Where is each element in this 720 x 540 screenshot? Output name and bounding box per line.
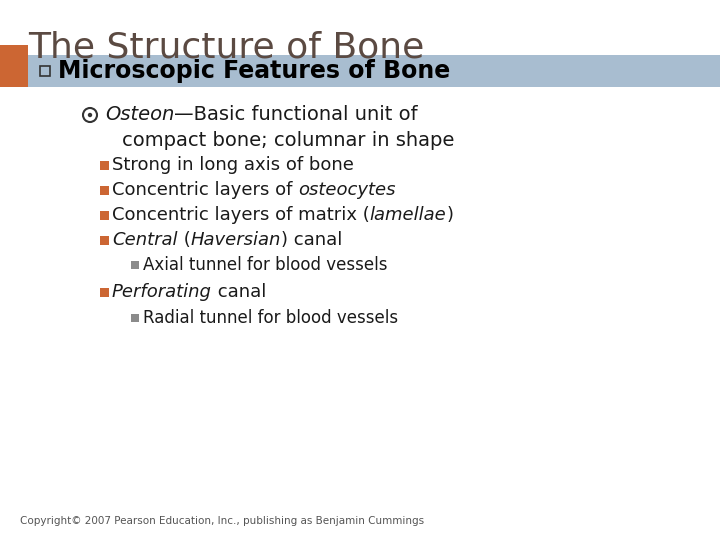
Text: Osteon: Osteon <box>105 105 174 125</box>
Text: compact bone; columnar in shape: compact bone; columnar in shape <box>122 131 454 150</box>
Bar <box>99 211 109 219</box>
Text: Haversian: Haversian <box>190 231 281 249</box>
Circle shape <box>89 113 91 117</box>
Text: Perforating: Perforating <box>112 283 212 301</box>
Text: ) canal: ) canal <box>281 231 342 249</box>
Text: The Structure of Bone: The Structure of Bone <box>28 30 424 64</box>
Text: Microscopic Features of Bone: Microscopic Features of Bone <box>58 59 450 83</box>
Text: lamellae: lamellae <box>370 206 446 224</box>
Text: Concentric layers of: Concentric layers of <box>112 181 298 199</box>
Text: (: ( <box>178 231 190 249</box>
Text: ): ) <box>446 206 454 224</box>
Bar <box>0 55 720 87</box>
Text: Central: Central <box>112 231 178 249</box>
Text: Concentric layers of matrix (: Concentric layers of matrix ( <box>112 206 370 224</box>
Bar <box>99 287 109 296</box>
Text: osteocytes: osteocytes <box>298 181 395 199</box>
Bar <box>99 235 109 245</box>
Text: Copyright© 2007 Pearson Education, Inc., publishing as Benjamin Cummings: Copyright© 2007 Pearson Education, Inc.,… <box>20 516 424 526</box>
Bar <box>0 45 28 87</box>
Text: canal: canal <box>212 283 266 301</box>
Bar <box>99 186 109 194</box>
Bar <box>99 160 109 170</box>
Text: Strong in long axis of bone: Strong in long axis of bone <box>112 156 354 174</box>
Bar <box>131 261 139 269</box>
Text: Axial tunnel for blood vessels: Axial tunnel for blood vessels <box>143 256 387 274</box>
Text: —Basic functional unit of: —Basic functional unit of <box>174 105 418 125</box>
Bar <box>40 66 50 76</box>
Bar <box>131 314 139 322</box>
Text: Radial tunnel for blood vessels: Radial tunnel for blood vessels <box>143 309 398 327</box>
